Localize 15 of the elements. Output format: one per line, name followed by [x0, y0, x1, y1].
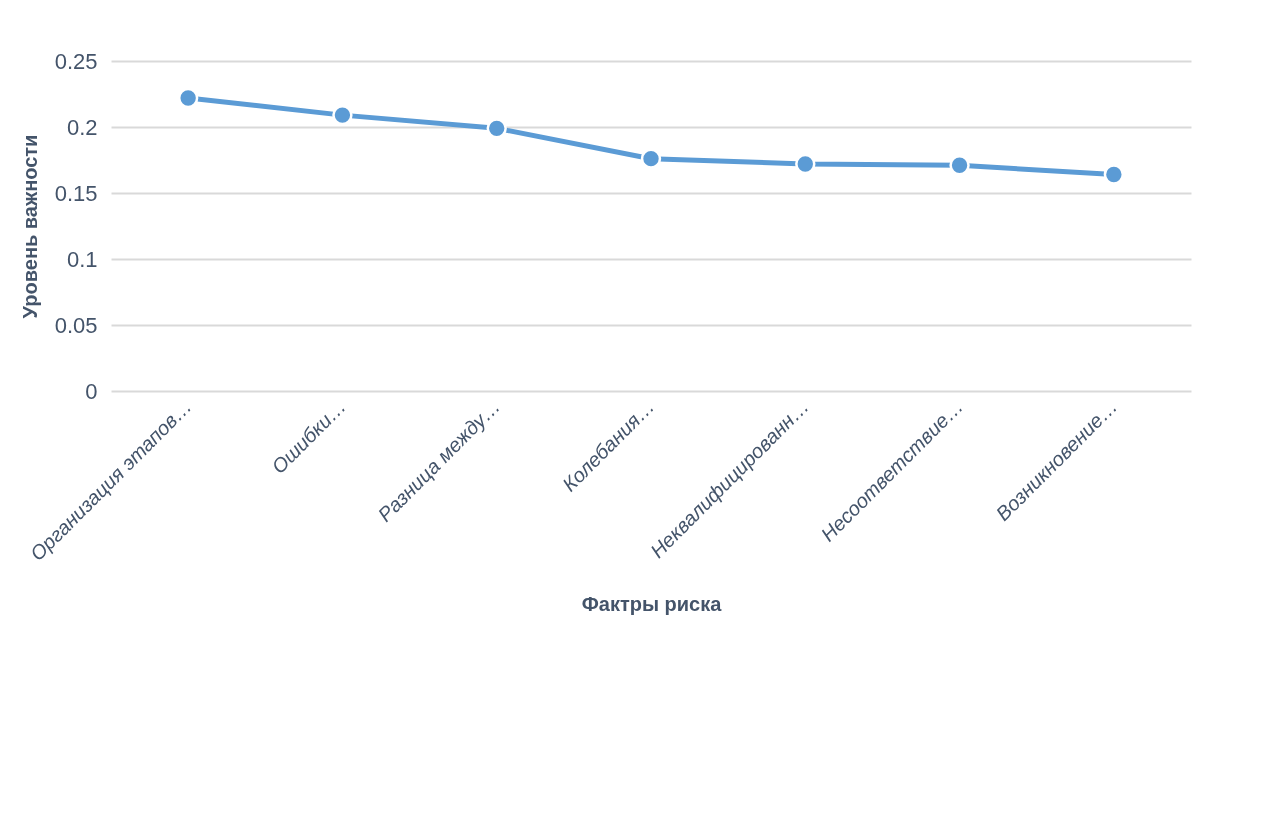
y-tick-label: 0.25	[54, 48, 98, 74]
point	[795, 153, 816, 175]
y-axis-title: Уровень важности	[18, 134, 41, 319]
y-tick-label: 0	[85, 378, 98, 404]
point	[1103, 164, 1125, 185]
point	[486, 118, 507, 139]
point	[177, 87, 199, 109]
point	[332, 104, 353, 126]
y-tick-label: 0.2	[66, 114, 98, 140]
y-tick-label: 0.05	[54, 312, 98, 338]
y-tick-label: 0.1	[66, 246, 98, 272]
x-axis-title: Фактры риска	[581, 592, 723, 615]
point	[949, 155, 970, 176]
y-tick-label: 0.15	[54, 180, 98, 206]
point	[640, 148, 662, 169]
